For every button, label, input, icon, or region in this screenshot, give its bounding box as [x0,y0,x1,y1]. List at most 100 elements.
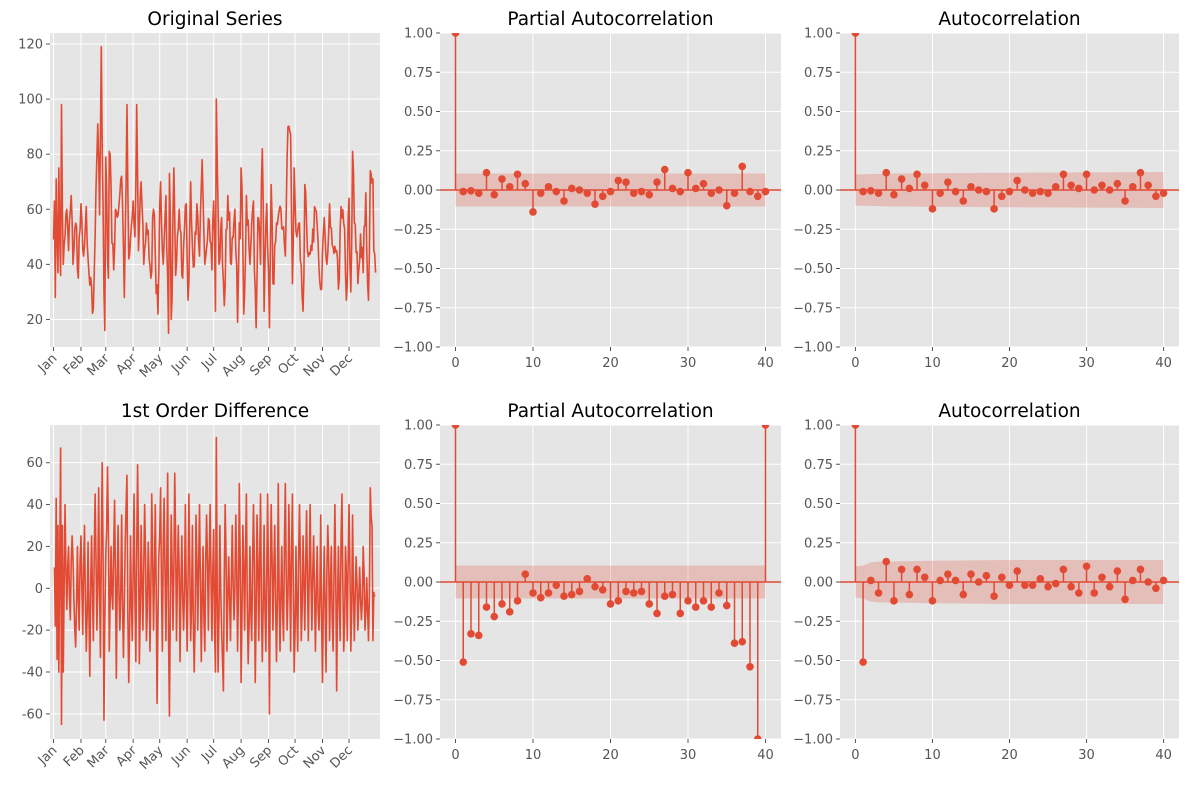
stem-marker [614,176,623,185]
x-tick-label: Dec [327,351,355,379]
stem-marker [851,425,860,429]
stem-marker [982,571,991,580]
stem-marker [1113,567,1122,575]
y-tick-label: 20 [26,540,43,555]
stem-marker [498,175,506,183]
y-tick-label: 0.25 [804,144,833,159]
x-tick-label: Apr [113,351,140,378]
x-tick-label: Oct [275,351,302,378]
stem-marker [905,184,914,193]
stem-marker [974,186,983,194]
stem-marker [928,597,937,605]
y-tick-label: 40 [26,258,43,273]
x-tick-label: 10 [525,356,542,371]
series-line [52,45,377,335]
y-tick-label: −0.75 [793,693,833,708]
stem-marker [645,600,654,608]
stem-marker [467,186,475,195]
stem-marker [1136,168,1145,177]
x-tick-label: 30 [680,356,697,371]
stem-marker [629,189,638,197]
stem-marker [513,597,522,605]
stem-marker [1128,576,1137,585]
y-tick-label: −0.50 [393,654,433,669]
stem-marker [536,593,545,602]
stem-marker [874,589,883,597]
y-tick-label: 1.00 [804,419,833,434]
stem-marker [622,587,630,596]
stem-marker [874,189,883,197]
stem-marker [598,586,607,594]
stem-marker [521,179,530,188]
y-tick-label: 0.75 [804,66,833,81]
stem-marker [575,587,584,596]
x-tick-label: Feb [61,351,88,378]
stem-marker [1036,575,1045,583]
stem-marker [1028,581,1037,589]
stem-marker [1051,579,1060,588]
stem-marker [1044,582,1052,591]
stem-marker [967,183,975,191]
stem-marker [722,601,731,610]
y-tick-label: −0.50 [393,262,433,277]
stem-marker [1136,565,1145,574]
stem-marker [467,630,475,638]
y-tick-label: −1.00 [393,341,433,356]
stem-marker [699,179,708,188]
stem-marker [560,197,568,205]
stem-marker [691,603,700,611]
x-tick-label: 20 [602,356,619,371]
stems [851,33,1168,213]
x-tick-label: Aug [219,743,248,772]
x-tick-label: Sep [247,351,275,379]
y-tick-label: 0.25 [404,144,433,159]
stem-marker [583,189,592,197]
y-tick-label: −0.25 [793,223,833,238]
x-tick-label: Apr [113,743,140,770]
y-tick-label: -60 [22,707,43,722]
stem-marker [1013,567,1022,575]
subplot-title: 1st Order Difference [121,401,309,422]
stem-marker [614,597,623,605]
stem-marker [583,575,592,583]
stem-marker [1067,582,1075,591]
stem-marker [707,603,716,611]
stem-marker [1152,584,1160,593]
subplot-title: Partial Autocorrelation [507,9,713,30]
stem-marker [668,590,677,599]
x-tick-label: 40 [757,748,774,763]
stem-marker [459,658,468,666]
y-tick-label: 0.00 [804,576,833,591]
stem-marker [1067,181,1075,190]
y-tick-label: −0.25 [793,615,833,630]
subplot-title: Autocorrelation [938,9,1080,30]
x-tick-label: May [137,743,167,773]
x-tick-label: 0 [851,356,859,371]
y-tick-label: −0.75 [793,301,833,316]
stem-marker [920,573,929,582]
stem-marker [544,589,553,597]
x-tick-label: 40 [1155,748,1172,763]
stem-marker [1105,582,1114,591]
stem-marker [529,208,537,216]
y-tick-label: 1.00 [804,27,833,42]
y-tick-label: 0.00 [804,184,833,199]
stem-marker [1005,187,1014,196]
stem-marker [730,189,739,197]
x-tick-label: Jan [35,351,60,376]
stem-marker [1144,181,1152,190]
x-tick-label: Jan [35,743,60,768]
x-tick-label: 20 [1001,356,1018,371]
y-tick-label: 1.00 [404,419,433,434]
stem-marker [897,565,906,574]
stem-marker [606,187,615,196]
stem-marker [753,192,762,201]
x-tick-label: 0 [451,356,459,371]
stem-marker [722,201,731,210]
stem-marker [959,197,968,205]
subplot-title: Autocorrelation [938,401,1080,422]
stem-marker [598,192,607,201]
stem-marker [1059,170,1068,179]
